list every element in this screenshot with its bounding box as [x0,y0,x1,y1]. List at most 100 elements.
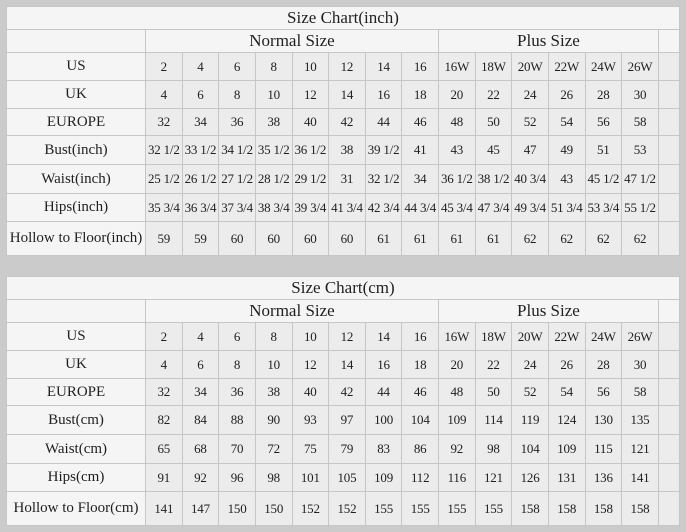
table-cell: 47 [511,135,549,165]
table-cell: 58 [621,378,659,406]
table-cell: 56 [584,108,623,136]
table-cell: 53 [621,135,659,165]
table-cell: 46 [401,108,439,136]
table-cell: 31 [328,164,366,194]
table-cell: 6 [181,80,220,109]
table-cell: 8 [254,52,293,81]
spacer-cell [657,80,681,109]
table-cell: 8 [218,80,256,109]
table-cell: 8 [218,350,256,379]
table-cell: 158 [547,491,586,526]
table-cell: 152 [291,491,330,526]
table-cell: 60 [328,221,366,256]
table-row: Waist(cm) 65 68 70 72 75 79 83 86 92 98 104 109 115 12… [6,434,681,464]
spacer-cell [657,52,681,81]
table-cell: 158 [584,491,623,526]
table-cell: 51 3/4 [547,193,586,222]
table-cell: 12 [328,322,366,351]
table-cell: 44 [364,378,403,406]
table-cell: 39 3/4 [291,193,330,222]
table-cell: 155 [474,491,513,526]
spacer-cell [657,108,681,136]
table-cell: 34 [181,378,220,406]
table-cell: 59 [181,221,220,256]
row-label: Hollow to Floor(inch) [6,221,146,256]
table-cell: 104 [401,405,439,435]
table-cell: 152 [328,491,366,526]
table-cell: 62 [547,221,586,256]
table-cell: 20W [511,322,549,351]
group-header-normal-size: Normal Size [145,29,439,53]
row-label: Hips(inch) [6,193,146,222]
table-cell: 20W [511,52,549,81]
table-cell: 42 3/4 [364,193,403,222]
table-cell: 52 [511,378,549,406]
table-row: Bust(inch) 32 1/2 33 1/2 34 1/2 35 1/2 36 1/2… [6,135,681,165]
table-cell: 84 [181,405,220,435]
size-chart-cm-table: Size Chart(cm) Normal Size Plus Size US 2 4 6 8… [6,276,681,526]
table-cell: 14 [328,80,366,109]
table-cell: 42 [328,378,366,406]
table-cell: 61 [438,221,476,256]
table-cell: 109 [364,463,403,492]
table-cell: 155 [438,491,476,526]
table-cell: 115 [584,434,623,464]
table-cell: 79 [328,434,366,464]
table-row: US 2 4 6 8 10 12 14 16 16W 18W 20W 22W 24W 26W [6,52,681,81]
spacer-cell [657,405,681,435]
table-cell: 90 [254,405,293,435]
table-cell: 43 [547,164,586,194]
table-cell: 53 3/4 [584,193,623,222]
table-cell: 28 [584,80,623,109]
table-cell: 36 1/2 [291,135,330,165]
table-cell: 38 [254,108,293,136]
spacer-cell [657,463,681,492]
table-cell: 14 [364,52,403,81]
table-cell: 48 [438,378,476,406]
table-cell: 96 [218,463,256,492]
table-cell: 36 [218,108,256,136]
table-cell: 135 [621,405,659,435]
table-cell: 98 [474,434,513,464]
table-cell: 83 [364,434,403,464]
table-cell: 2 [145,322,183,351]
table-cell: 114 [474,405,513,435]
table-cell: 97 [328,405,366,435]
table-cell: 29 1/2 [291,164,330,194]
spacer-cell [657,322,681,351]
table-cell: 92 [438,434,476,464]
row-label: EUROPE [6,378,146,406]
table-cell: 10 [291,52,330,81]
table-title: Size Chart(cm) [6,276,680,300]
row-label: US [6,322,146,351]
table-row: UK 4 6 8 10 12 14 16 18 20 22 24 26 28 30 [6,350,681,379]
table-cell: 50 [474,378,513,406]
table-cell: 28 1/2 [254,164,293,194]
table-cell: 121 [474,463,513,492]
table-cell: 4 [181,322,220,351]
table-cell: 36 1/2 [438,164,476,194]
table-row: Hollow to Floor(cm) 141 147 150 150 152 152 155… [6,491,681,526]
table-cell: 22 [474,80,513,109]
table-cell: 24W [584,322,623,351]
table-cell: 43 [438,135,476,165]
table-cell: 32 [145,108,183,136]
table-cell: 54 [547,378,586,406]
table-cell: 62 [511,221,549,256]
table-cell: 4 [181,52,220,81]
spacer-cell [6,299,146,323]
spacer-cell [657,350,681,379]
table-cell: 26W [621,52,659,81]
row-label: UK [6,350,146,379]
group-header-plus-size: Plus Size [438,29,659,53]
table-cell: 50 [474,108,513,136]
table-cell: 58 [621,108,659,136]
row-label: Hips(cm) [6,463,146,492]
table-cell: 34 [401,164,439,194]
table-cell: 12 [291,80,330,109]
table-cell: 8 [254,322,293,351]
table-cell: 61 [401,221,439,256]
table-row: Hips(cm) 91 92 96 98 101 105 109 112 116 121 126 131… [6,463,681,492]
table-cell: 91 [145,463,183,492]
